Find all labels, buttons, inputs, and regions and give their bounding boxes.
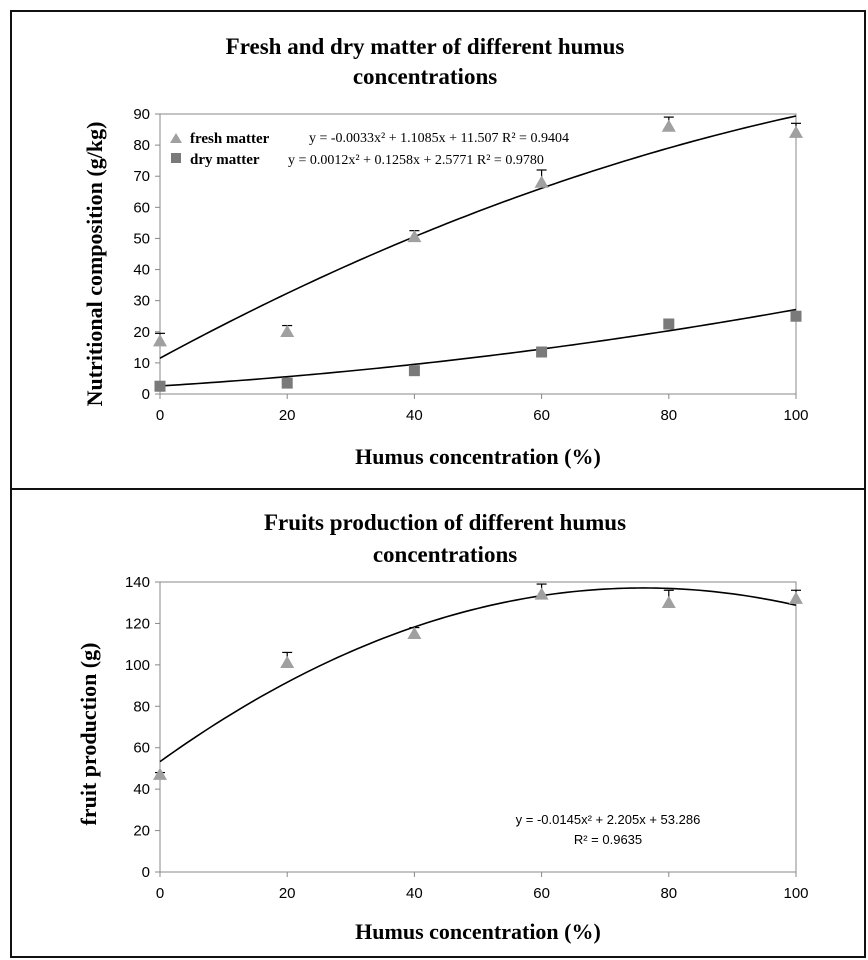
legend-marker-dry-matter — [171, 153, 181, 163]
chart-fresh-dry: Fresh and dry matter of different humus … — [82, 34, 809, 469]
r-squared-fruit-production: R² = 0.9635 — [574, 832, 642, 847]
chart-title-line-2: concentrations — [373, 542, 517, 567]
x-tick-label: 60 — [533, 407, 550, 424]
trendline-series-0 — [159, 587, 797, 763]
x-axis-label: Humus concentration (%) — [355, 919, 601, 944]
data-point-square — [281, 377, 293, 389]
y-tick-label: 140 — [125, 574, 150, 591]
x-tick-label: 0 — [156, 885, 164, 902]
data-point-triangle — [280, 655, 295, 669]
y-tick-label: 80 — [133, 698, 150, 715]
chart-panel-fruit-production: Fruits production of different humus con… — [10, 488, 866, 958]
chart-title-line-2: concentrations — [353, 64, 497, 89]
data-point-triangle — [789, 125, 803, 138]
data-point-square — [663, 318, 675, 330]
y-tick-label: 100 — [125, 657, 150, 674]
x-axis-label: Humus concentration (%) — [355, 444, 601, 469]
legend-marker-fresh-matter — [170, 133, 182, 143]
y-tick-label: 120 — [125, 615, 150, 632]
legend-label-dry-matter: dry matter — [190, 152, 260, 168]
data-point-triangle — [661, 119, 676, 132]
data-point-triangle — [789, 591, 803, 604]
y-tick-label: 50 — [133, 230, 150, 247]
data-point-square — [790, 310, 802, 322]
x-tick-label: 60 — [533, 885, 550, 902]
legend-label-fresh-matter: fresh matter — [190, 131, 270, 147]
data-point-triangle — [534, 175, 549, 188]
x-tick-label: 80 — [660, 407, 677, 424]
chart-fruit-production: Fruits production of different humus con… — [76, 510, 809, 944]
x-tick-label: 100 — [783, 407, 808, 424]
y-tick-label: 10 — [133, 355, 150, 372]
y-tick-label: 20 — [133, 823, 150, 840]
x-tick-label: 80 — [660, 885, 677, 902]
y-axis-label: fruit production (g) — [76, 643, 101, 826]
x-tick-label: 20 — [279, 407, 296, 424]
equation-fresh-matter: y = -0.0033x² + 1.1085x + 11.507 R² = 0.… — [309, 131, 569, 146]
trendline-series-1 — [159, 308, 797, 387]
data-point-square — [536, 346, 548, 358]
y-tick-label: 30 — [133, 293, 150, 310]
x-tick-label: 40 — [406, 885, 423, 902]
plot-area — [159, 581, 797, 873]
equation-fruit-production: y = -0.0145x² + 2.205x + 53.286 — [516, 812, 701, 827]
y-tick-label: 40 — [133, 781, 150, 798]
y-tick-label: 20 — [133, 324, 150, 341]
x-tick-label: 20 — [279, 885, 296, 902]
x-tick-label: 0 — [156, 407, 164, 424]
plot-area — [159, 113, 797, 395]
chart-title-line-1: Fresh and dry matter of different humus — [226, 34, 625, 59]
data-point-triangle — [153, 767, 167, 780]
chart-panel-fresh-dry: Fresh and dry matter of different humus … — [10, 10, 866, 490]
data-point-triangle — [407, 229, 422, 243]
chart-title-line-1: Fruits production of different humus — [264, 510, 626, 535]
data-point-triangle — [661, 595, 676, 608]
equation-dry-matter: y = 0.0012x² + 0.1258x + 2.5771 R² = 0.9… — [288, 153, 544, 168]
y-tick-label: 90 — [133, 106, 150, 123]
trendline-series-0 — [159, 115, 797, 359]
data-point-square — [154, 380, 166, 392]
y-tick-label: 80 — [133, 137, 150, 154]
x-tick-label: 40 — [406, 407, 423, 424]
y-tick-label: 60 — [133, 740, 150, 757]
x-tick-label: 100 — [783, 885, 808, 902]
y-axis-label: Nutritional composition (g/kg) — [82, 122, 107, 407]
data-point-triangle — [534, 587, 549, 600]
y-tick-label: 40 — [133, 262, 150, 279]
y-tick-label: 60 — [133, 199, 150, 216]
y-tick-label: 0 — [142, 864, 150, 881]
data-point-triangle — [153, 334, 167, 347]
data-point-square — [408, 365, 420, 377]
y-tick-label: 70 — [133, 168, 150, 185]
y-tick-label: 0 — [142, 386, 150, 403]
data-point-triangle — [280, 324, 295, 338]
data-point-triangle — [407, 626, 422, 640]
